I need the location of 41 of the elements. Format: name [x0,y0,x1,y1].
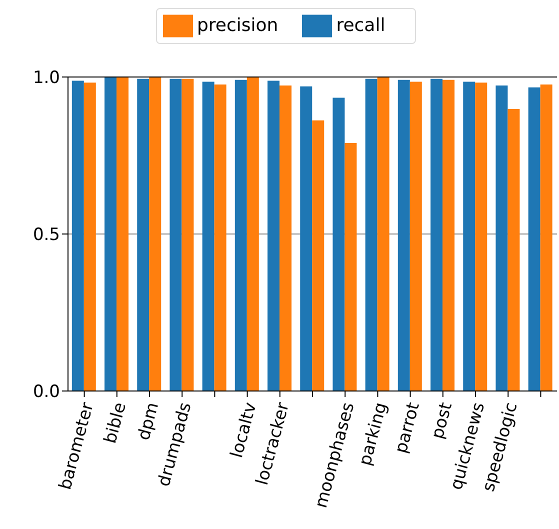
x-tick-label: dpm [134,400,164,442]
bar [398,80,410,391]
bar [300,86,312,391]
y-tick-label: 0.0 [32,382,60,402]
bar [377,77,390,391]
bar [475,82,488,391]
bar [170,78,182,391]
x-tick-label: parrot [391,400,424,456]
y-tick-label: 0.5 [32,225,60,246]
bar [182,78,194,391]
bar [149,77,162,391]
x-tick-label: localtv [227,400,261,460]
bar [234,80,247,391]
legend-label: recall [336,14,386,36]
bar [540,84,552,391]
x-tick-label: parking [355,400,392,468]
x-tick-label: bible [100,400,131,446]
bar [312,120,324,391]
bar [496,85,508,391]
bar [104,77,117,391]
bar [116,77,129,391]
bar [365,78,378,391]
bar [430,78,443,391]
bar [84,82,96,391]
bar [410,82,422,391]
bar [344,142,357,391]
bar [442,80,455,391]
bar [528,87,540,391]
bar [72,80,84,391]
legend-label: precision [197,14,278,36]
bar [268,80,280,391]
bar [202,82,214,391]
bar [246,77,259,391]
bar [214,84,226,391]
bar [137,78,150,391]
bar [332,98,345,391]
bar [280,85,292,391]
bar [463,82,476,391]
x-tick-label: post [428,400,457,442]
y-tick-label: 1.0 [32,68,60,88]
bar [508,109,520,391]
